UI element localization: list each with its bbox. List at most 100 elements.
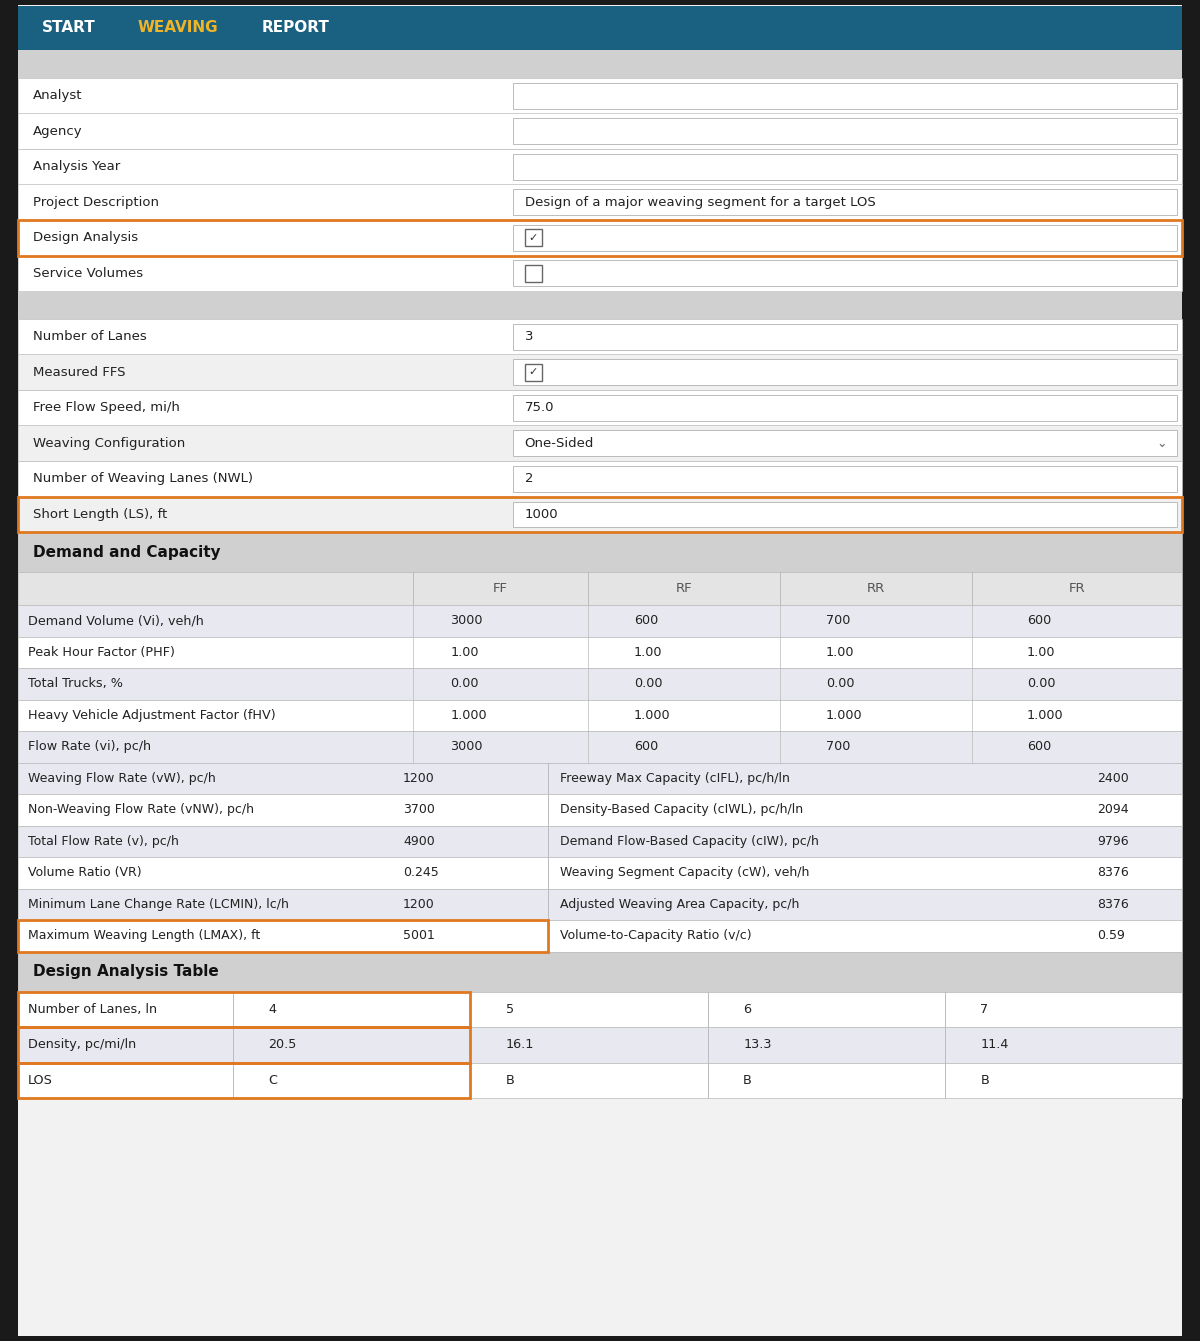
Bar xyxy=(524,264,541,282)
Text: Weaving Configuration: Weaving Configuration xyxy=(32,437,185,449)
Bar xyxy=(18,605,1182,637)
Bar xyxy=(18,114,1182,149)
Bar xyxy=(18,700,1182,731)
Text: LOS: LOS xyxy=(28,1074,53,1086)
Text: Design Analysis Table: Design Analysis Table xyxy=(32,964,218,979)
Bar xyxy=(18,50,1182,78)
Bar xyxy=(18,496,1182,532)
Text: Adjusted Weaving Area Capacity, pc/h: Adjusted Weaving Area Capacity, pc/h xyxy=(560,897,799,911)
Text: Project Description: Project Description xyxy=(32,196,158,209)
Text: 2094: 2094 xyxy=(1097,803,1129,817)
Bar xyxy=(18,826,1182,857)
Text: 3700: 3700 xyxy=(403,803,434,817)
Text: Analysis Year: Analysis Year xyxy=(32,161,120,173)
Text: 0.59: 0.59 xyxy=(1097,929,1124,943)
Text: 8376: 8376 xyxy=(1097,866,1129,880)
Bar xyxy=(18,763,1182,794)
Bar xyxy=(524,229,541,247)
Bar xyxy=(18,532,1182,573)
Text: 600: 600 xyxy=(1027,740,1051,754)
Bar xyxy=(512,396,1177,421)
Bar xyxy=(512,430,1177,456)
Text: RF: RF xyxy=(676,582,692,595)
Text: 1.00: 1.00 xyxy=(450,646,479,658)
Text: One-Sided: One-Sided xyxy=(524,437,594,449)
Text: Non-Weaving Flow Rate (vNW), pc/h: Non-Weaving Flow Rate (vNW), pc/h xyxy=(28,803,254,817)
Text: 1000: 1000 xyxy=(524,508,558,520)
Bar xyxy=(18,291,1182,319)
Text: Number of Lanes, ln: Number of Lanes, ln xyxy=(28,1003,157,1015)
Text: START: START xyxy=(42,20,96,35)
Bar xyxy=(18,185,1182,220)
Bar xyxy=(512,260,1177,286)
Text: Density-Based Capacity (cIWL), pc/h/ln: Density-Based Capacity (cIWL), pc/h/ln xyxy=(560,803,803,817)
Text: Analyst: Analyst xyxy=(32,90,83,102)
Bar xyxy=(18,668,1182,700)
Text: Service Volumes: Service Volumes xyxy=(32,267,143,280)
Text: 0.00: 0.00 xyxy=(1027,677,1056,691)
Bar xyxy=(18,390,1182,425)
Text: WEAVING: WEAVING xyxy=(138,20,218,35)
Text: 0.00: 0.00 xyxy=(634,677,662,691)
Text: ✓: ✓ xyxy=(528,367,538,377)
Text: 1.00: 1.00 xyxy=(826,646,854,658)
Text: Demand Volume (Vi), veh/h: Demand Volume (Vi), veh/h xyxy=(28,614,204,628)
Text: Freeway Max Capacity (cIFL), pc/h/ln: Freeway Max Capacity (cIFL), pc/h/ln xyxy=(560,772,790,784)
Text: 16.1: 16.1 xyxy=(506,1038,534,1051)
Text: 1.00: 1.00 xyxy=(634,646,662,658)
Bar xyxy=(524,363,541,381)
Bar xyxy=(18,1027,1182,1062)
Bar xyxy=(18,149,1182,185)
Text: 5: 5 xyxy=(506,1003,514,1015)
Bar xyxy=(18,220,1182,256)
Text: 700: 700 xyxy=(826,614,851,628)
Text: RR: RR xyxy=(866,582,886,595)
Bar xyxy=(18,920,1182,952)
Text: 20.5: 20.5 xyxy=(269,1038,296,1051)
Bar xyxy=(512,359,1177,385)
Text: 1.000: 1.000 xyxy=(634,709,671,721)
Text: 7: 7 xyxy=(980,1003,989,1015)
Bar xyxy=(512,225,1177,251)
Text: 700: 700 xyxy=(826,740,851,754)
Text: 1200: 1200 xyxy=(403,772,434,784)
Text: Number of Weaving Lanes (NWL): Number of Weaving Lanes (NWL) xyxy=(32,472,253,485)
Text: 1.00: 1.00 xyxy=(1027,646,1056,658)
Text: 2400: 2400 xyxy=(1097,772,1129,784)
Text: ⌄: ⌄ xyxy=(1157,437,1168,449)
Bar xyxy=(18,920,548,952)
Text: B: B xyxy=(743,1074,752,1086)
Bar xyxy=(18,991,470,1027)
Bar xyxy=(512,118,1177,143)
Bar xyxy=(512,467,1177,492)
Text: 3: 3 xyxy=(524,330,533,343)
Text: 1.000: 1.000 xyxy=(826,709,863,721)
Text: B: B xyxy=(980,1074,989,1086)
Bar xyxy=(18,220,1182,256)
Text: Demand Flow-Based Capacity (cIW), pc/h: Demand Flow-Based Capacity (cIW), pc/h xyxy=(560,834,818,848)
Text: Heavy Vehicle Adjustment Factor (fHV): Heavy Vehicle Adjustment Factor (fHV) xyxy=(28,709,276,721)
Text: REPORT: REPORT xyxy=(262,20,330,35)
Text: 0.00: 0.00 xyxy=(826,677,854,691)
Text: Maximum Weaving Length (LMAX), ft: Maximum Weaving Length (LMAX), ft xyxy=(28,929,260,943)
Text: 2: 2 xyxy=(524,472,533,485)
Text: 600: 600 xyxy=(634,614,659,628)
Text: Design of a major weaving segment for a target LOS: Design of a major weaving segment for a … xyxy=(524,196,876,209)
Text: FR: FR xyxy=(1069,582,1085,595)
Text: 1200: 1200 xyxy=(403,897,434,911)
Text: 600: 600 xyxy=(634,740,659,754)
Bar xyxy=(18,425,1182,461)
Bar xyxy=(18,496,1182,532)
Text: Volume Ratio (VR): Volume Ratio (VR) xyxy=(28,866,142,880)
Text: 6: 6 xyxy=(743,1003,751,1015)
Text: Total Trucks, %: Total Trucks, % xyxy=(28,677,124,691)
Bar xyxy=(18,319,1182,354)
Text: 0.245: 0.245 xyxy=(403,866,439,880)
Text: 4900: 4900 xyxy=(403,834,434,848)
Bar xyxy=(18,573,1182,605)
Bar xyxy=(18,461,1182,496)
Text: Weaving Flow Rate (vW), pc/h: Weaving Flow Rate (vW), pc/h xyxy=(28,772,216,784)
Text: 5001: 5001 xyxy=(403,929,434,943)
Bar xyxy=(18,794,1182,826)
Text: 1.000: 1.000 xyxy=(1027,709,1063,721)
